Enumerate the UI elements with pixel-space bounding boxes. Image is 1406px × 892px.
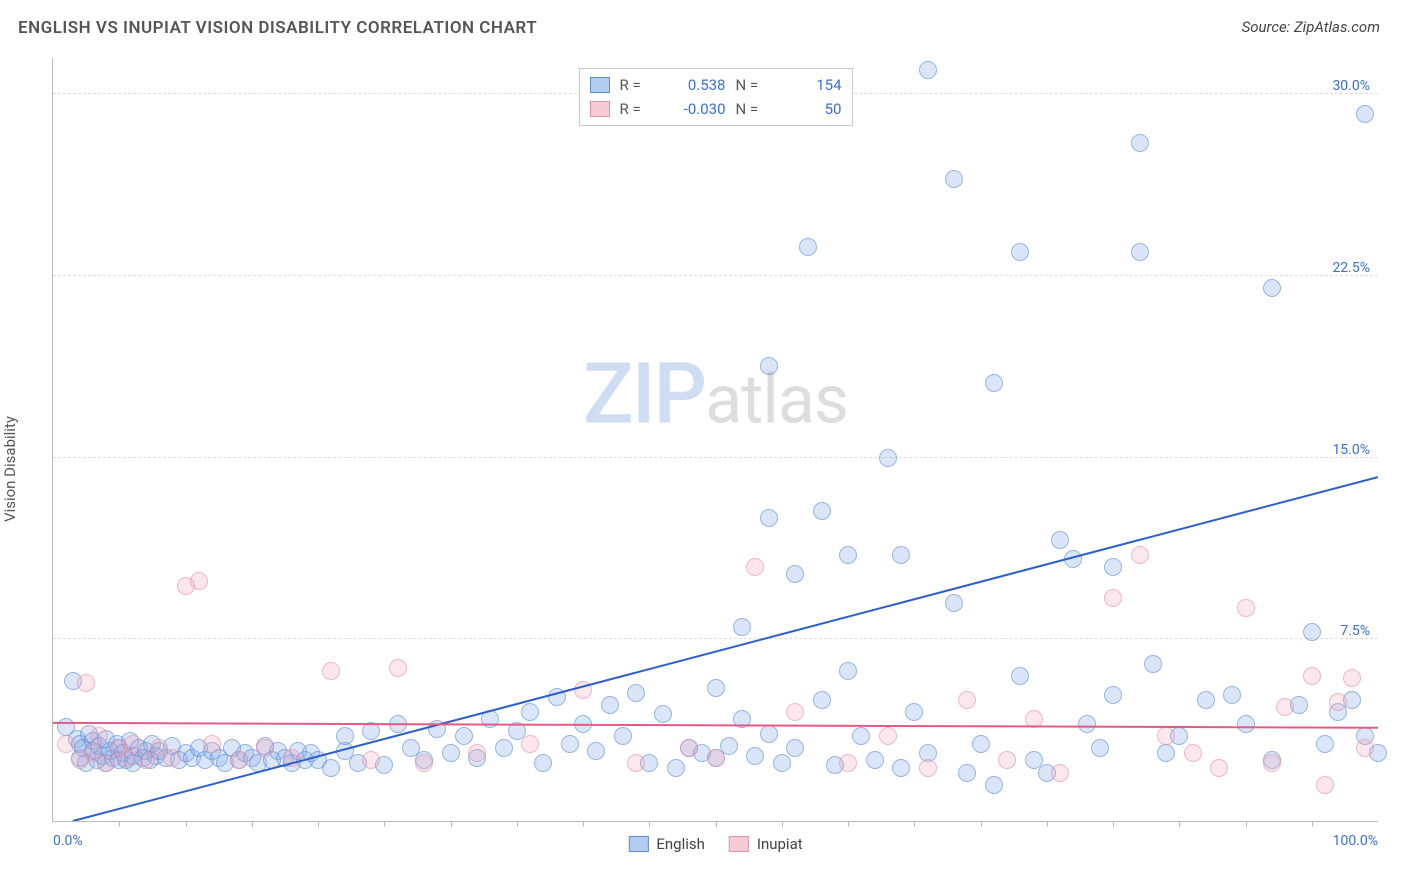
trend-lines [53,58,1378,821]
n-label: N = [736,76,770,94]
x-tick-mark [186,821,187,827]
chart-title: ENGLISH VS INUPIAT VISION DISABILITY COR… [18,18,537,38]
r-label: R = [620,76,654,94]
r-value-english: 0.538 [664,76,726,94]
legend-label-english: English [656,835,705,853]
legend-row-inupiat: R = -0.030 N = 50 [590,97,842,121]
r-label: R = [620,100,654,118]
swatch-inupiat [729,836,749,852]
series-legend: English Inupiat [628,835,802,853]
x-tick-mark [1047,821,1048,827]
x-tick-mark [318,821,319,827]
x-tick-mark [1113,821,1114,827]
y-axis-label: Vision Disability [1,416,19,522]
x-tick-mark [252,821,253,827]
legend-row-english: R = 0.538 N = 154 [590,73,842,97]
x-tick-mark [517,821,518,827]
n-value-english: 154 [780,76,842,94]
plot-area: ZIPatlas R = 0.538 N = 154 R = -0.030 N … [52,58,1378,822]
swatch-inupiat [590,101,610,117]
x-tick-mark [1179,821,1180,827]
x-tick-mark [716,821,717,827]
x-tick-mark [914,821,915,827]
x-tick-label: 100.0% [1333,833,1378,849]
r-value-inupiat: -0.030 [664,100,726,118]
x-tick-mark [583,821,584,827]
chart-container: Vision Disability ZIPatlas R = 0.538 N =… [18,50,1388,870]
source-label: Source: ZipAtlas.com [1242,18,1380,36]
x-tick-mark [384,821,385,827]
x-tick-mark [848,821,849,827]
x-tick-mark [1312,821,1313,827]
swatch-english [628,836,648,852]
x-tick-label: 0.0% [53,833,83,849]
legend-item-inupiat: Inupiat [729,835,803,853]
x-tick-mark [119,821,120,827]
swatch-english [590,77,610,93]
x-tick-mark [981,821,982,827]
n-value-inupiat: 50 [780,100,842,118]
x-tick-mark [451,821,452,827]
n-label: N = [736,100,770,118]
correlation-legend: R = 0.538 N = 154 R = -0.030 N = 50 [579,68,853,126]
legend-label-inupiat: Inupiat [757,835,803,853]
x-tick-mark [1246,821,1247,827]
x-tick-mark [649,821,650,827]
x-tick-mark [782,821,783,827]
trend-line [73,477,1378,821]
trend-line [53,723,1378,728]
legend-item-english: English [628,835,705,853]
